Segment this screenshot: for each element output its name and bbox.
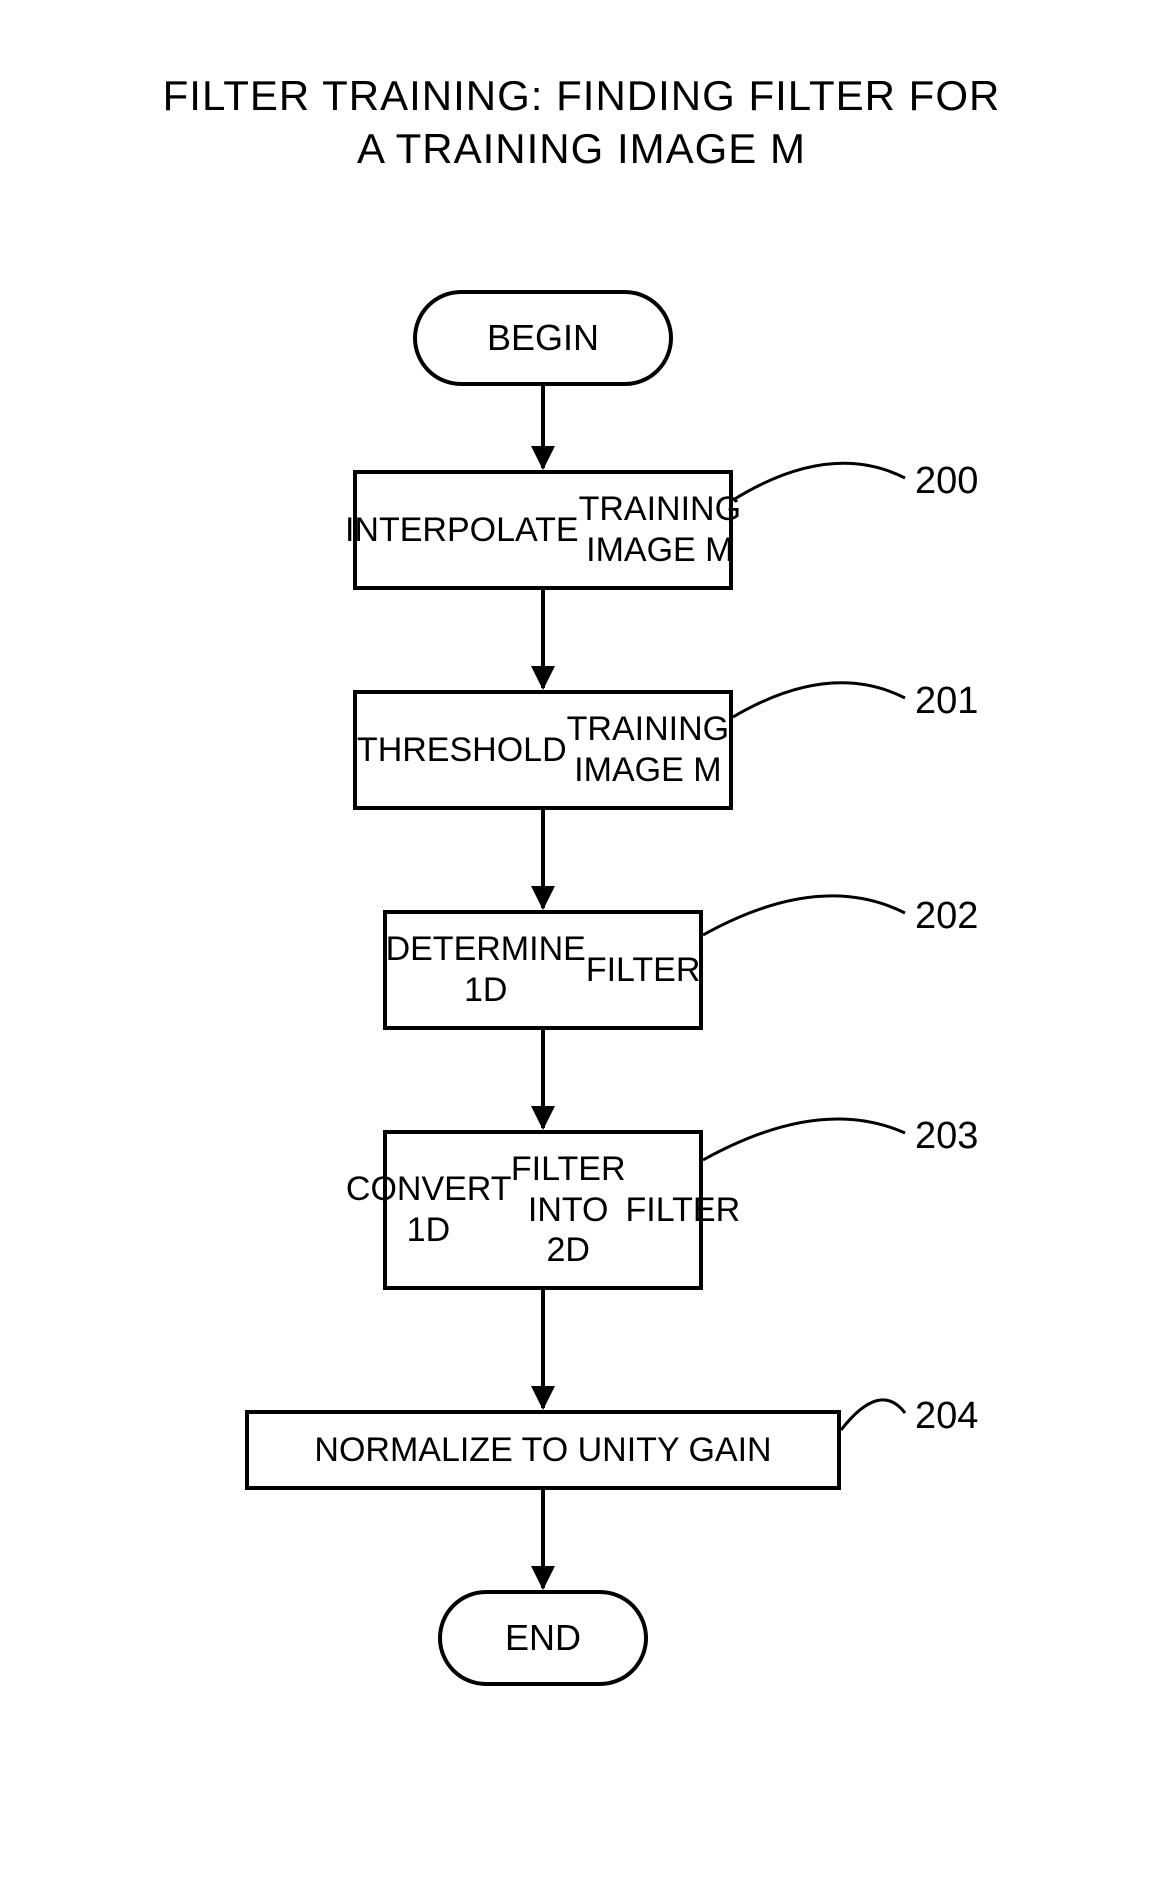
node-end: END <box>438 1590 648 1686</box>
node-step204: NORMALIZE TO UNITY GAIN <box>245 1410 841 1490</box>
title-line-1: FILTER TRAINING: FINDING FILTER FOR <box>163 72 1001 119</box>
node-step200: INTERPOLATETRAINING IMAGE M <box>353 470 733 590</box>
leader-line <box>841 1400 905 1430</box>
node-step201: THRESHOLDTRAINING IMAGE M <box>353 690 733 810</box>
node-step202: DETERMINE 1DFILTER <box>383 910 703 1030</box>
ref-label-201: 201 <box>915 680 978 723</box>
ref-label-204: 204 <box>915 1395 978 1438</box>
leader-line <box>733 463 905 500</box>
flowchart-canvas: FILTER TRAINING: FINDING FILTER FOR A TR… <box>0 0 1163 1901</box>
leader-line <box>703 896 905 935</box>
title-line-2: A TRAINING IMAGE M <box>357 125 806 172</box>
ref-label-202: 202 <box>915 895 978 938</box>
node-begin: BEGIN <box>413 290 673 386</box>
ref-label-203: 203 <box>915 1115 978 1158</box>
diagram-title: FILTER TRAINING: FINDING FILTER FOR A TR… <box>0 70 1163 175</box>
leader-line <box>703 1119 905 1160</box>
node-step203: CONVERT 1DFILTER INTO 2DFILTER <box>383 1130 703 1290</box>
leader-line <box>733 683 905 717</box>
ref-label-200: 200 <box>915 460 978 503</box>
